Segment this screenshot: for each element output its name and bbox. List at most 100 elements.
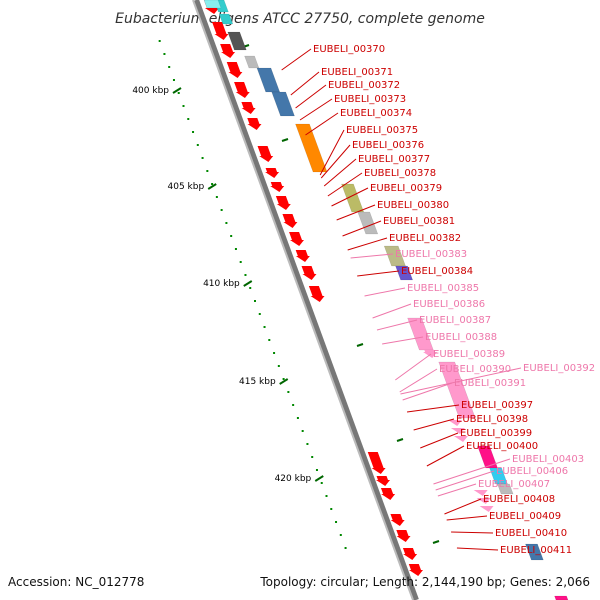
ruler-dot	[320, 482, 323, 484]
gene-label: EUBELI_00372	[328, 80, 400, 91]
ruler-dots	[158, 40, 440, 549]
ruler-major-tick	[314, 475, 324, 482]
gene-leader-line	[350, 253, 394, 259]
ruler-dot	[163, 53, 166, 55]
gene-label: EUBELI_00388	[425, 332, 497, 343]
ruler-dot	[249, 287, 252, 289]
ruler-dot	[325, 495, 328, 497]
gene-leader-line	[420, 432, 459, 449]
gene-arrow	[265, 168, 280, 178]
gene-label: EUBELI_00377	[358, 154, 430, 165]
gene-arrow	[270, 182, 285, 192]
gene-leader-line	[400, 367, 522, 395]
gene-label: EUBELI_00379	[370, 183, 442, 194]
gene-leader-line	[319, 129, 345, 176]
gene-block-cyan	[218, 13, 234, 25]
ruler-dot	[282, 378, 285, 380]
gene-leader-line	[305, 112, 339, 136]
ruler-dot	[292, 404, 295, 406]
gene-leader-line	[382, 336, 424, 345]
gene-leader-line	[376, 319, 418, 331]
ruler-dot	[187, 118, 190, 120]
gene-label: EUBELI_00382	[389, 233, 461, 244]
gene-block-blue	[525, 543, 544, 561]
ruler-dot	[206, 170, 209, 172]
ruler-major-tick	[243, 280, 253, 287]
gene-arrow	[402, 548, 418, 560]
gene-label: EUBELI_00371	[321, 67, 393, 78]
ruler-tick-label: 405 kbp	[168, 182, 205, 192]
gene-label: EUBELI_00378	[364, 168, 436, 179]
gene-arrow	[380, 488, 396, 500]
ruler-minor-tick	[396, 438, 404, 442]
gene-arrow	[301, 266, 317, 280]
ruler-major-tick	[207, 183, 217, 190]
gene-arrow	[241, 102, 256, 114]
gene-arrow	[295, 250, 310, 262]
ruler-dot	[172, 79, 175, 81]
ruler-minor-tick	[281, 138, 289, 142]
gene-label: EUBELI_00376	[352, 140, 424, 151]
gene-label: EUBELI_00384	[401, 266, 473, 277]
gene-label: EUBELI_00390	[439, 364, 511, 375]
gene-arrow	[275, 196, 291, 210]
accession-text: Accession: NC_012778	[8, 575, 144, 589]
gene-label: EUBELI_00400	[466, 441, 538, 452]
gene-label: EUBELI_00410	[495, 528, 567, 539]
ruler-dot	[277, 365, 280, 367]
gene-block-gray	[244, 55, 260, 69]
ruler-dot	[268, 339, 271, 341]
gene-leader-line	[426, 445, 465, 467]
gene-leader-line	[372, 303, 412, 319]
gene-label: EUBELI_00403	[512, 454, 584, 465]
ruler-dot	[239, 261, 242, 263]
ruler-tick-label: 420 kbp	[275, 474, 312, 484]
gene-labels: EUBELI_00370 EUBELI_00371 EUBELI_00372 EUBE…	[281, 44, 595, 556]
gene-label: EUBELI_00406	[496, 466, 568, 477]
ruler-dot	[330, 508, 333, 510]
gene-leader-line	[402, 382, 453, 401]
gene-label: EUBELI_00386	[413, 299, 485, 310]
gene-arrow	[247, 118, 262, 130]
ruler-dot	[344, 547, 347, 549]
gene-arrow	[234, 82, 250, 98]
gene-leader-line	[446, 515, 488, 521]
gene-block-gray	[497, 483, 514, 495]
gene-arrow	[396, 530, 411, 542]
ruler-dot	[273, 352, 276, 354]
ruler-dot	[192, 131, 195, 133]
gene-label: EUBELI_00411	[500, 545, 572, 556]
ruler-dot	[263, 326, 266, 328]
gene-label: EUBELI_00387	[419, 315, 491, 326]
ruler-dot	[234, 248, 237, 250]
gene-leader-line	[399, 368, 438, 393]
gene-label: EUBELI_00385	[407, 283, 479, 294]
gene-block-cyan-light	[203, 0, 222, 9]
gene-leader-line	[451, 531, 494, 534]
gene-features	[203, 0, 569, 600]
gene-block-purple	[395, 265, 414, 281]
gene-arrow	[226, 62, 243, 78]
gene-arrow	[367, 452, 386, 474]
gene-arrow	[308, 286, 325, 302]
ruler-dot	[182, 105, 185, 107]
gene-leader-line	[323, 158, 357, 187]
map-title: Eubacterium eligens ATCC 27750, complete…	[115, 11, 485, 27]
ruler-tick-label: 400 kbp	[132, 86, 169, 96]
ruler-dot	[158, 40, 161, 42]
gene-leader-line	[320, 144, 351, 179]
gene-leader-line	[433, 458, 511, 485]
ruler-dot	[301, 430, 304, 432]
ruler-dot	[244, 274, 247, 276]
gene-leader-line	[456, 547, 499, 551]
gene-block-blue	[271, 91, 295, 117]
gene-leader-line	[295, 84, 327, 109]
ruler-dot	[225, 222, 228, 224]
genome-summary-text: Topology: circular; Length: 2,144,190 bp…	[259, 575, 590, 589]
ruler-dot	[339, 534, 342, 536]
ruler-minor-tick	[356, 343, 364, 347]
gene-label: EUBELI_00370	[313, 44, 385, 55]
ruler-major-tick	[279, 378, 289, 385]
gene-leader-line	[290, 71, 320, 96]
